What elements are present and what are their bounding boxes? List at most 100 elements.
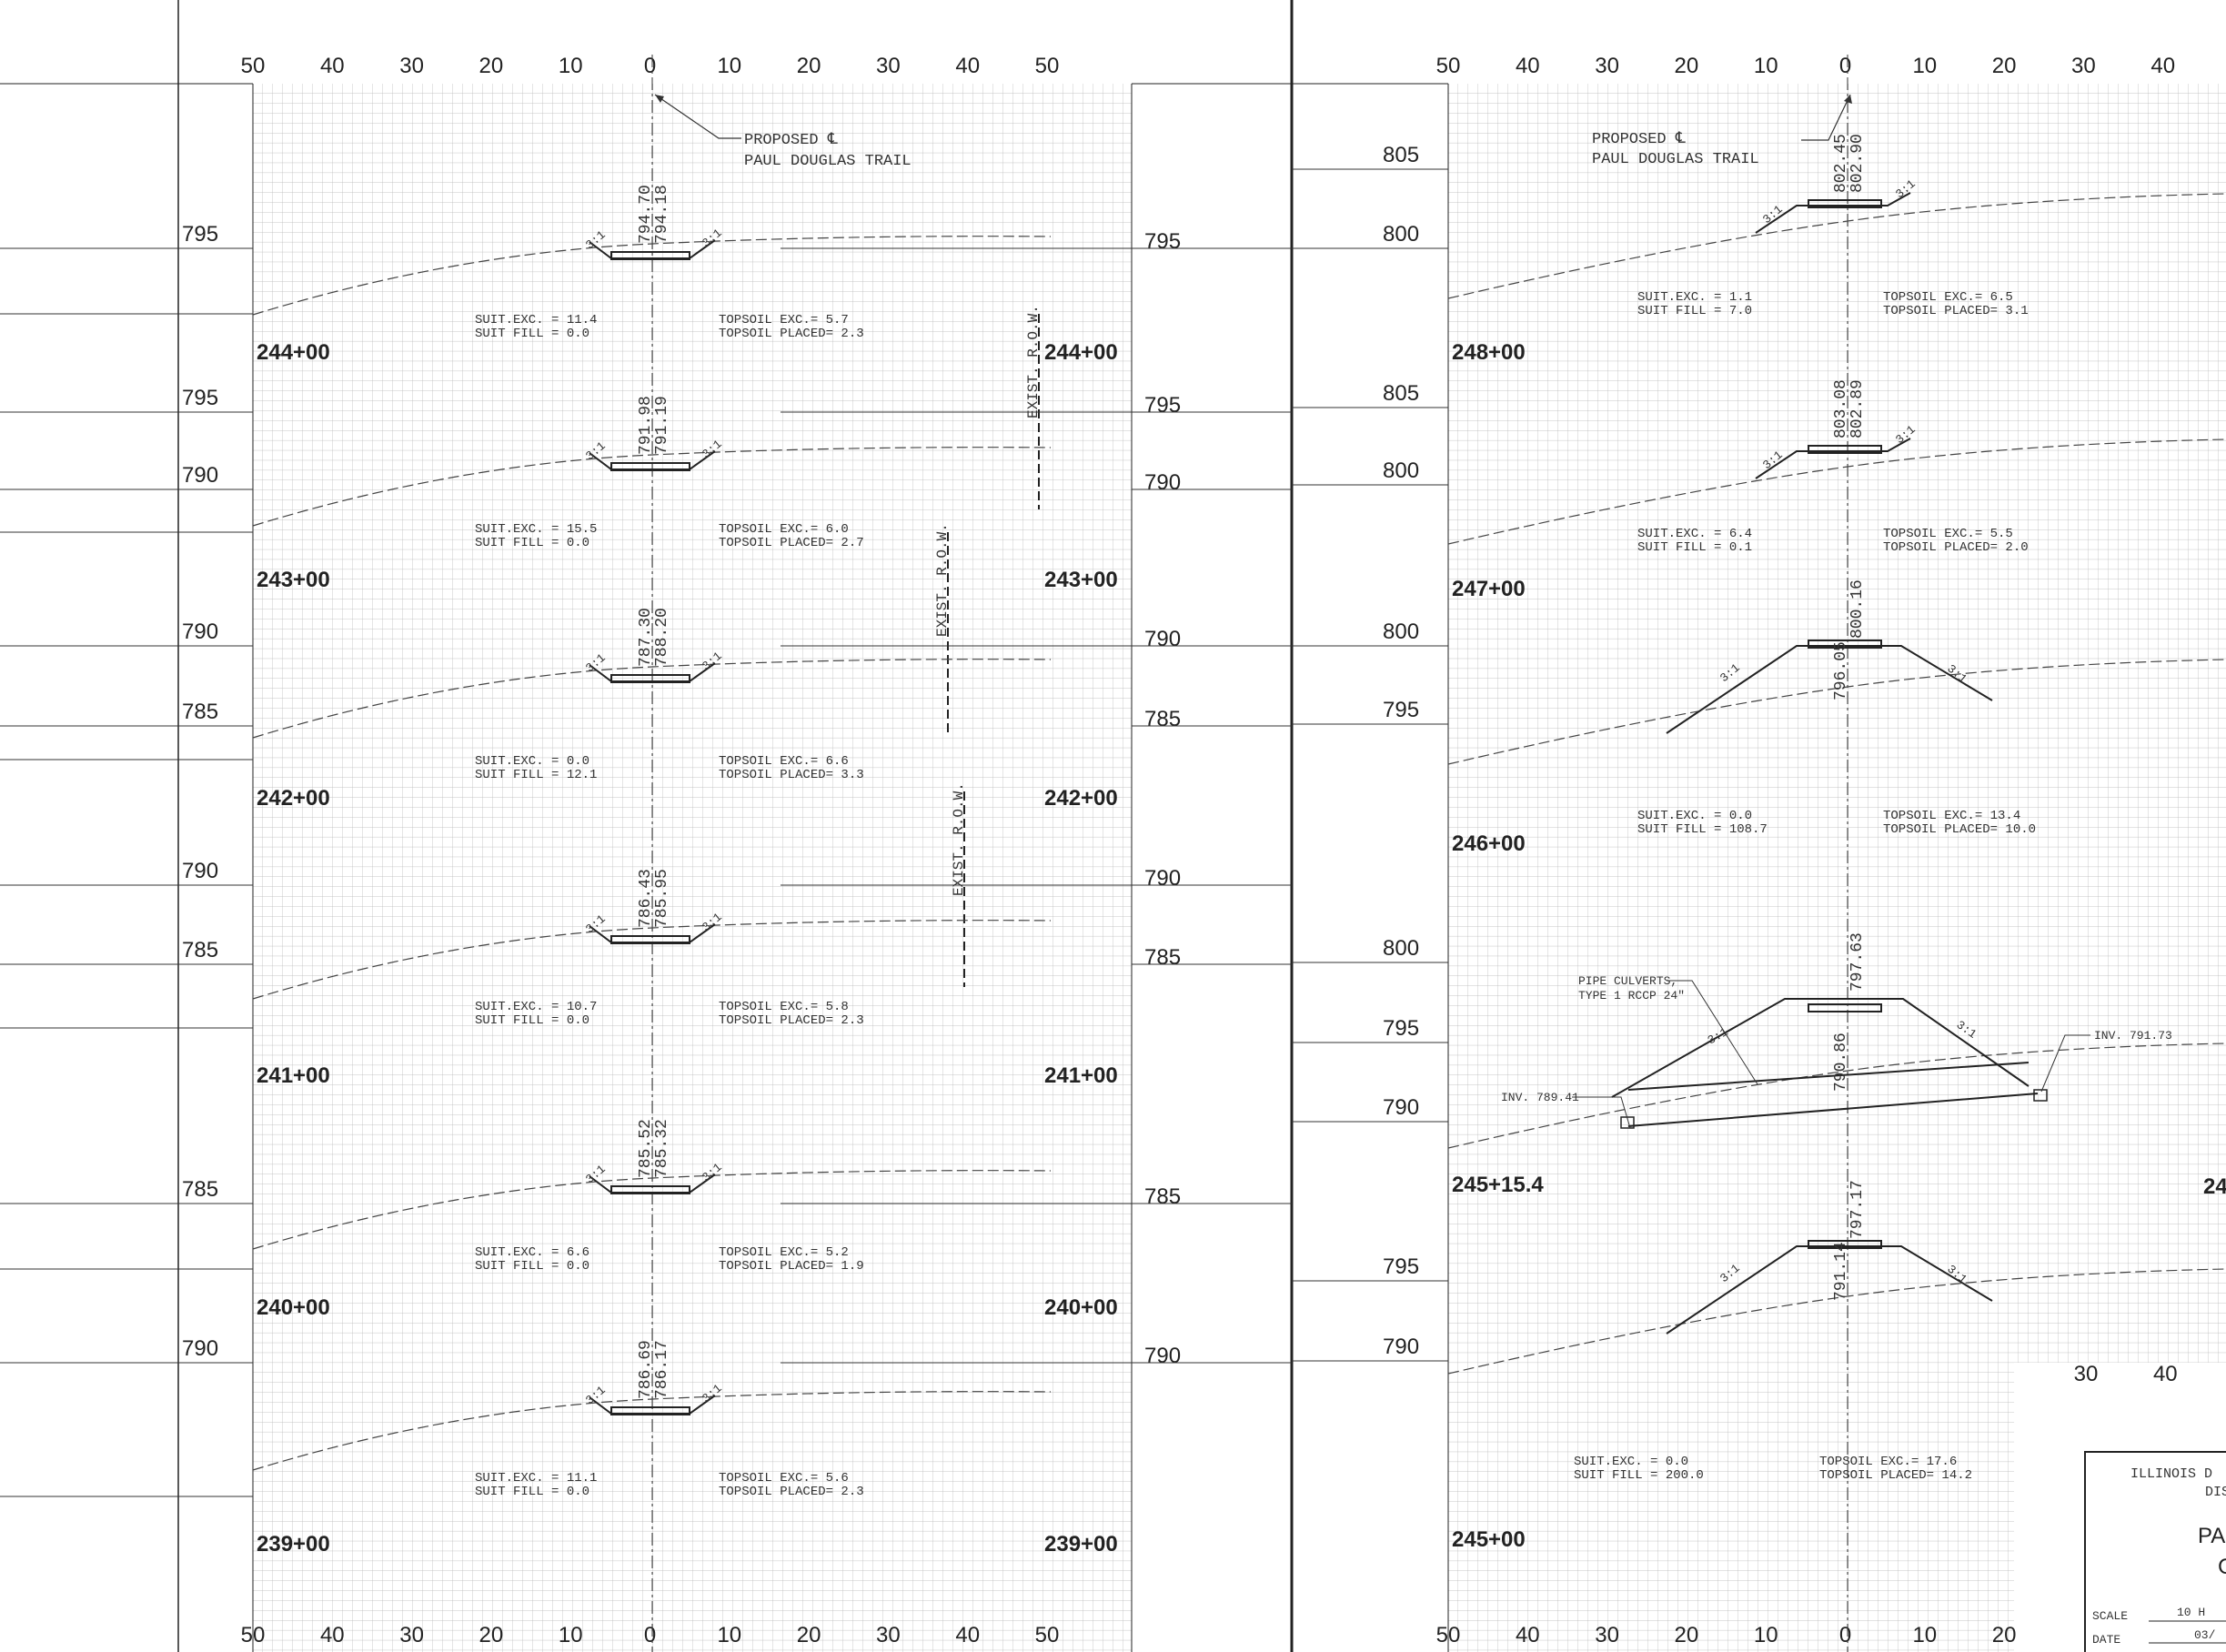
elevation-label: 795 — [1144, 229, 1181, 254]
tick-label: 10 — [559, 54, 583, 78]
suit-fill-quantity: SUIT FILL = 0.0 — [475, 536, 589, 550]
tick-label: 50 — [1436, 54, 1461, 78]
station-label: 247+00 — [1452, 577, 1526, 601]
elevation-label: 790 — [182, 620, 218, 644]
finished-grade-elevation: 785.95 — [653, 869, 671, 928]
elevation-label: 800 — [1383, 936, 1419, 961]
existing-ground-elevation: 796.05 — [1832, 641, 1850, 700]
tick-label: 10 — [1754, 1623, 1778, 1647]
suit-exc-quantity: SUIT.EXC. = 1.1 — [1637, 290, 1752, 305]
topsoil-exc-quantity: TOPSOIL EXC.= 6.6 — [719, 754, 849, 769]
finished-grade-elevation: 791.19 — [653, 396, 671, 455]
suit-exc-quantity: SUIT.EXC. = 10.7 — [475, 1000, 597, 1014]
topsoil-exc-quantity: TOPSOIL EXC.= 5.8 — [719, 1000, 849, 1014]
suit-exc-quantity: SUIT.EXC. = 11.1 — [475, 1471, 597, 1486]
tick-label: 20 — [797, 54, 821, 78]
existing-ground-elevation: 785.52 — [637, 1119, 655, 1178]
right-bottom-tick-labels: 50 40 30 20 10 0 10 20 — [1436, 1623, 2017, 1647]
topsoil-placed-quantity: TOPSOIL PLACED= 1.9 — [719, 1259, 864, 1274]
tick-label: 40 — [320, 1623, 345, 1647]
project-subtitle: C — [2218, 1555, 2226, 1579]
topsoil-placed-quantity: TOPSOIL PLACED= 2.3 — [719, 327, 864, 341]
elevation-label: 800 — [1383, 620, 1419, 644]
tick-label: 20 — [479, 1623, 504, 1647]
tick-label: 30 — [1595, 1623, 1619, 1647]
left-top-tick-labels: 50 40 30 20 10 0 10 20 30 40 50 — [241, 54, 1060, 78]
topsoil-placed-quantity: TOPSOIL PLACED= 2.3 — [719, 1013, 864, 1028]
suit-fill-quantity: SUIT FILL = 200.0 — [1574, 1468, 1704, 1483]
suit-exc-quantity: SUIT.EXC. = 0.0 — [475, 754, 589, 769]
finished-grade-elevation: 797.63 — [1848, 932, 1867, 992]
suit-fill-quantity: SUIT FILL = 7.0 — [1637, 304, 1752, 318]
elevation-label: 795 — [1383, 1254, 1419, 1279]
station-label: 245+00 — [1452, 1527, 1526, 1552]
tick-label: 20 — [1992, 1623, 2017, 1647]
elevation-label: 805 — [1383, 143, 1419, 167]
right-proposed-leader: PROPOSED ℄ PAUL DOUGLAS TRAIL — [1592, 94, 1852, 168]
elevation-label: 790 — [1144, 470, 1181, 495]
suit-exc-quantity: SUIT.EXC. = 11.4 — [475, 313, 597, 327]
frame-lines — [0, 0, 1449, 1652]
elevation-label: 790 — [182, 1336, 218, 1361]
existing-ground-elevation: 790.86 — [1832, 1032, 1850, 1092]
station-label: 240+00 — [1044, 1295, 1118, 1320]
station-label: 242+00 — [257, 786, 330, 811]
topsoil-exc-quantity: TOPSOIL EXC.= 6.0 — [719, 522, 849, 537]
tick-label: 10 — [1912, 54, 1937, 78]
station-label: 240+00 — [257, 1295, 330, 1320]
pipe-culvert-callout: PIPE CULVERTS, TYPE 1 RCCP 24" INV. 789.… — [1501, 974, 2172, 1129]
elevation-label: 805 — [1383, 381, 1419, 406]
finished-grade-elevation: 785.32 — [653, 1119, 671, 1178]
elevation-label: 790 — [1144, 1344, 1181, 1368]
tick-label: 10 — [717, 54, 741, 78]
exist-row-label: EXIST. R.O.W. — [951, 782, 967, 896]
topsoil-placed-quantity: TOPSOIL PLACED= 2.7 — [719, 536, 864, 550]
suit-fill-quantity: SUIT FILL = 12.1 — [475, 768, 597, 782]
trail-label: PAUL DOUGLAS TRAIL — [744, 153, 912, 170]
elevation-label: 790 — [1144, 627, 1181, 651]
tick-label: 0 — [1839, 1623, 1851, 1647]
title-block: ILLINOIS D DIS PAI C SCALE 10 H DATE 03/ — [2084, 1451, 2226, 1652]
suit-fill-quantity: SUIT FILL = 108.7 — [1637, 822, 1768, 837]
existing-ground-elevation: 791.14 — [1832, 1242, 1850, 1301]
station-label: 245+15.4 — [1452, 1173, 1544, 1197]
tick-label: 20 — [1992, 54, 2017, 78]
exist-row-2: EXIST. R.O.W. — [934, 523, 951, 735]
suit-exc-quantity: SUIT.EXC. = 0.0 — [1637, 809, 1752, 823]
suit-fill-quantity: SUIT FILL = 0.0 — [475, 1013, 589, 1028]
tick-label: 40 — [2150, 54, 2175, 78]
tick-label: 30 — [1595, 54, 1619, 78]
topsoil-exc-quantity: TOPSOIL EXC.= 17.6 — [1819, 1455, 1957, 1469]
existing-ground-elevation: 787.30 — [637, 608, 655, 667]
tick-label: 40 — [320, 54, 345, 78]
elevation-label: 795 — [1144, 393, 1181, 418]
tick-label: 30 — [876, 1623, 901, 1647]
tick-label: 10 — [559, 1623, 583, 1647]
finished-grade-elevation: 786.17 — [653, 1340, 671, 1399]
existing-ground-elevation: 802.45 — [1832, 134, 1850, 193]
inv-right-label: INV. 791.73 — [2094, 1029, 2172, 1043]
tick-label: 30 — [399, 1623, 424, 1647]
existing-ground-elevation: 786.43 — [637, 869, 655, 928]
elevation-label: 785 — [182, 1177, 218, 1202]
elevation-label: 790 — [1383, 1335, 1419, 1359]
exist-row-label: EXIST. R.O.W. — [1025, 305, 1042, 418]
finished-grade-elevation: 800.16 — [1848, 579, 1867, 639]
tick-label: 20 — [797, 1623, 821, 1647]
elevation-label: 795 — [1383, 1016, 1419, 1041]
station-label: 241+00 — [257, 1063, 330, 1088]
tick-label: 10 — [1754, 54, 1778, 78]
station-label: 244+00 — [1044, 340, 1118, 365]
tick-label: 0 — [644, 1623, 656, 1647]
suit-fill-quantity: SUIT FILL = 0.0 — [475, 1485, 589, 1499]
topsoil-exc-quantity: TOPSOIL EXC.= 5.2 — [719, 1245, 849, 1260]
station-label: 243+00 — [1044, 568, 1118, 592]
station-label: 239+00 — [257, 1532, 330, 1556]
